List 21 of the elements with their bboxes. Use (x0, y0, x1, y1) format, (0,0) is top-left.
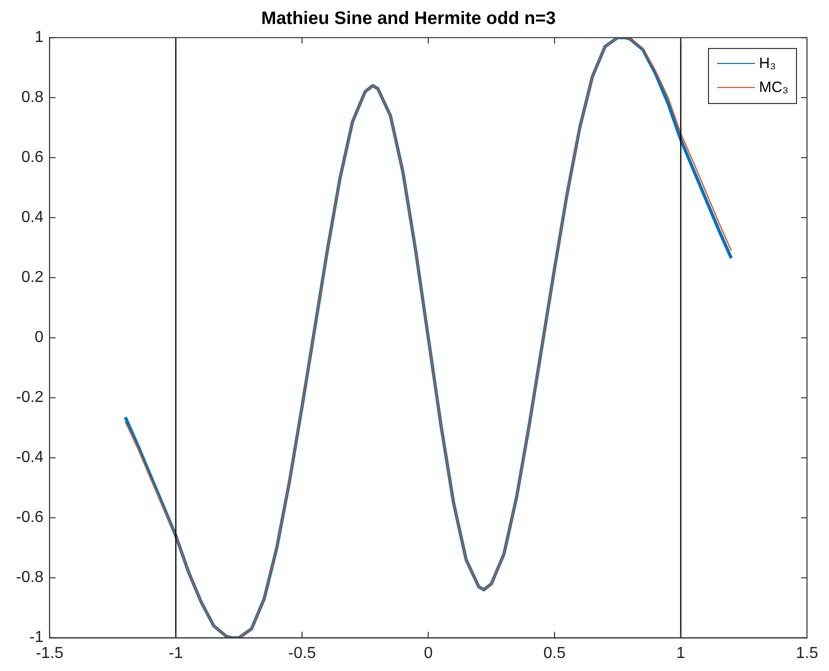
y-tick-label: -0.4 (16, 449, 44, 466)
y-tick-label: -0.6 (16, 509, 44, 526)
x-tick-label: 1.5 (796, 644, 818, 662)
x-tick-label: 1 (676, 644, 686, 662)
y-tick-label: 0.2 (21, 269, 44, 286)
y-tick-label: 1 (34, 29, 44, 46)
y-tick-label: 0.4 (21, 209, 44, 226)
legend-label: MC₃ (759, 79, 788, 96)
x-tick-label: -1 (168, 644, 184, 662)
chart-title: Mathieu Sine and Hermite odd n=3 (261, 8, 556, 28)
y-tick-label: 0 (34, 329, 44, 346)
x-tick-label: -0.5 (288, 644, 316, 662)
x-tick-label: -1.5 (36, 644, 64, 662)
y-tick-label: -1 (29, 629, 44, 646)
y-tick-label: 0.8 (21, 89, 44, 106)
x-tick-label: 0.5 (543, 644, 566, 662)
y-tick-label: -0.2 (16, 389, 44, 406)
legend-label: H₃ (759, 55, 776, 72)
y-tick-label: -0.8 (16, 569, 44, 586)
y-tick-label: 0.6 (21, 149, 44, 166)
x-tick-label: 0 (424, 644, 433, 662)
